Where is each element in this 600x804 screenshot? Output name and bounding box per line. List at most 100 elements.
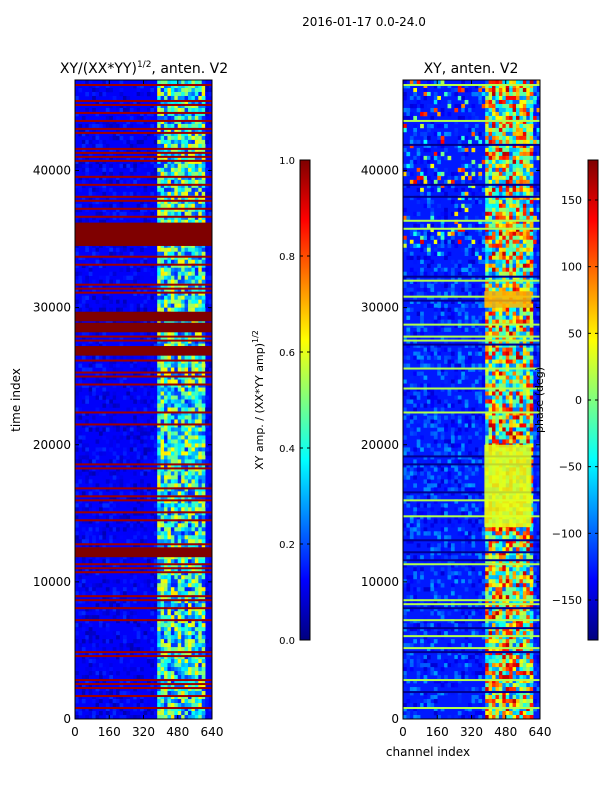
heatmap-cell [478, 140, 482, 144]
heatmap-cell [92, 507, 96, 511]
heatmap-cell [424, 176, 428, 180]
heatmap-cell [75, 300, 79, 304]
heatmap-cell [202, 459, 206, 463]
heatmap-cell [448, 112, 452, 116]
heatmap-cell [164, 415, 168, 419]
heatmap-cell [106, 296, 110, 300]
heatmap-cell [109, 164, 113, 168]
heatmap-cell [454, 172, 458, 176]
heatmap-cell [164, 507, 168, 511]
heatmap-cell [198, 591, 202, 595]
heatmap-cell [154, 575, 158, 579]
heatmap-cell [106, 439, 110, 443]
heatmap-cell [120, 691, 124, 695]
heatmap-cell [468, 176, 472, 180]
heatmap-cell [113, 711, 117, 715]
heatmap-cell [113, 535, 117, 539]
heatmap-cell [195, 507, 199, 511]
heatmap-cell [164, 531, 168, 535]
heatmap-cell [181, 575, 185, 579]
heatmap-cell [191, 431, 195, 435]
heatmap-cell [202, 407, 206, 411]
heatmap-cell [191, 164, 195, 168]
heatmap-cell [198, 491, 202, 495]
heatmap-cell [427, 164, 431, 168]
heatmap-cell [96, 527, 100, 531]
heatmap-cell [526, 188, 530, 192]
heatmap-cell [85, 92, 89, 96]
heatmap-cell [157, 447, 161, 451]
heatmap-cell [147, 447, 151, 451]
heatmap-cell [420, 104, 424, 108]
y-tick-label: 10000 [33, 575, 71, 589]
heatmap-cell [161, 368, 165, 372]
heatmap-cell [89, 503, 93, 507]
heatmap-cell [523, 100, 527, 104]
heatmap-cell [185, 579, 189, 583]
heatmap-cell [188, 308, 192, 312]
heatmap-cell [102, 396, 106, 400]
heatmap-cell [99, 92, 103, 96]
heatmap-cell [167, 204, 171, 208]
heatmap-cell [185, 471, 189, 475]
heatmap-cell [171, 172, 175, 176]
heatmap-cell [157, 431, 161, 435]
heatmap-cell [195, 296, 199, 300]
figure-suptitle: 2016-01-17 0.0-24.0 [302, 15, 426, 29]
heatmap-cell [161, 579, 165, 583]
heatmap-cell [174, 388, 178, 392]
heatmap-cell [191, 368, 195, 372]
heatmap-cell [417, 108, 421, 112]
heatmap-cell [506, 96, 510, 100]
heatmap-cell [102, 667, 106, 671]
heatmap-cell [181, 447, 185, 451]
heatmap-cell [485, 192, 489, 196]
heatmap-cell [171, 627, 175, 631]
heatmap-cell [495, 176, 499, 180]
heatmap-cell [178, 427, 182, 431]
heatmap-cell [174, 172, 178, 176]
heatmap-cell [133, 603, 137, 607]
heatmap-cell [191, 615, 195, 619]
heatmap-cell [195, 515, 199, 519]
heatmap-cell [458, 96, 462, 100]
heatmap-cell [430, 188, 434, 192]
heatmap-cell [113, 699, 117, 703]
heatmap-cell [85, 396, 89, 400]
heatmap-cell [516, 160, 520, 164]
heatmap-cell [140, 675, 144, 679]
heatmap-cell [526, 112, 530, 116]
heatmap-cell [92, 108, 96, 112]
heatmap-cell [96, 212, 100, 216]
heatmap-cell [485, 108, 489, 112]
heatmap-cell [410, 160, 414, 164]
heatmap-cell [130, 643, 134, 647]
heatmap-cell [157, 96, 161, 100]
heatmap-cell [123, 192, 127, 196]
heatmap-cell [185, 407, 189, 411]
heatmap-cell [202, 479, 206, 483]
heatmap-cell [116, 603, 120, 607]
heatmap-cell [178, 615, 182, 619]
heatmap-cell [185, 92, 189, 96]
heatmap-cell [502, 92, 506, 96]
heatmap-cell [195, 479, 199, 483]
heatmap-cell [157, 671, 161, 675]
heatmap-cell [133, 483, 137, 487]
heatmap-cell [178, 380, 182, 384]
heatmap-cell [144, 80, 148, 84]
heatmap-cell [164, 308, 168, 312]
heatmap-cell [161, 443, 165, 447]
heatmap-stripe [75, 288, 212, 290]
heatmap-cell [133, 615, 137, 619]
heatmap-cell [161, 703, 165, 707]
heatmap-cell [492, 168, 496, 172]
heatmap-cell [417, 172, 421, 176]
heatmap-cell [102, 647, 106, 651]
heatmap-cell [99, 276, 103, 280]
heatmap-cell [482, 188, 486, 192]
heatmap-cell [133, 415, 137, 419]
heatmap-cell [171, 400, 175, 404]
heatmap-cell [171, 248, 175, 252]
heatmap-cell [133, 124, 137, 128]
